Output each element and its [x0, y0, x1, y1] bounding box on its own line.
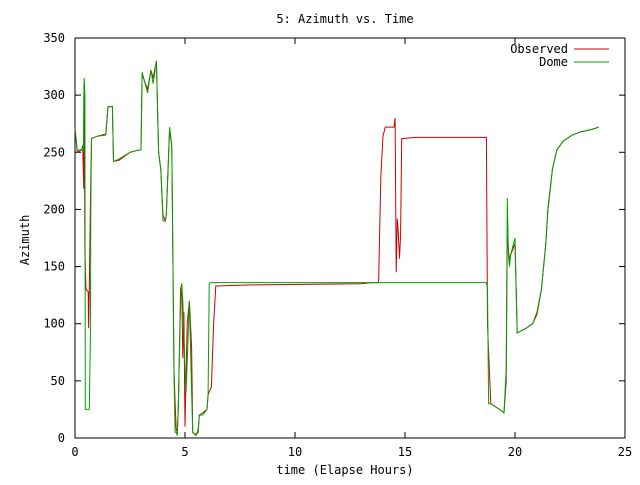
legend-label-observed: Observed — [510, 42, 568, 56]
y-tick-label: 200 — [43, 202, 65, 216]
series-line-observed — [74, 60, 599, 436]
y-tick-label: 350 — [43, 31, 65, 45]
x-axis-label: time (Elapse Hours) — [276, 463, 413, 477]
plot-frame — [74, 37, 626, 439]
x-tick-label: 15 — [398, 445, 412, 459]
y-tick-label: 300 — [43, 88, 65, 102]
y-tick-label: 250 — [43, 145, 65, 159]
x-tick-label: 25 — [618, 445, 632, 459]
x-tick-label: 20 — [508, 445, 522, 459]
y-tick-label: 150 — [43, 260, 65, 274]
chart-title: 5: Azimuth vs. Time — [276, 12, 413, 26]
x-axis-ticks: 0 5 10 15 20 25 — [71, 38, 632, 459]
x-tick-label: 10 — [288, 445, 302, 459]
x-tick-label: 5 — [181, 445, 188, 459]
y-tick-label: 50 — [51, 374, 65, 388]
y-tick-label: 0 — [58, 431, 65, 445]
x-tick-label: 0 — [71, 445, 78, 459]
y-tick-label: 100 — [43, 317, 65, 331]
y-axis-label: Azimuth — [18, 215, 32, 266]
series-lines — [74, 60, 599, 437]
plot-area — [74, 37, 626, 439]
y-axis-ticks: 0 50 100 150 200 250 300 350 — [43, 31, 625, 445]
series-line-dome — [74, 60, 599, 437]
legend-label-dome: Dome — [539, 55, 568, 69]
